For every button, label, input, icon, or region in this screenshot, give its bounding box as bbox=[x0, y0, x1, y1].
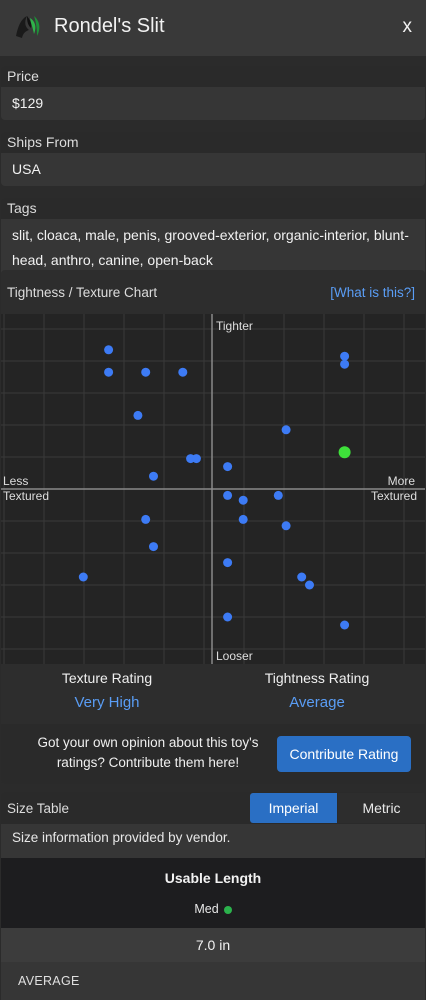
rating-point-23 bbox=[305, 580, 314, 590]
rating-point-20 bbox=[223, 558, 233, 568]
rating-point-25 bbox=[340, 620, 350, 630]
usable-length-rating: Med bbox=[1, 902, 425, 916]
size-table-header: Size Table Imperial Metric bbox=[1, 792, 425, 824]
price-value: $129 bbox=[12, 95, 44, 111]
axis-label-textured-left: Textured bbox=[3, 489, 50, 503]
texture-rating-value: Very High bbox=[74, 694, 140, 711]
dragon-logo-icon bbox=[16, 16, 40, 38]
rating-point-19 bbox=[149, 542, 158, 552]
rating-point-7 bbox=[133, 410, 143, 420]
usable-length-title: Usable Length bbox=[164, 870, 262, 886]
rating-point-10 bbox=[191, 454, 201, 464]
usable-length-rating-text: Med bbox=[194, 902, 219, 916]
contribute-rating-button[interactable]: Contribute Rating bbox=[277, 736, 411, 772]
contribute-section: Got your own opinion about this toy's ra… bbox=[1, 724, 425, 784]
tightness-rating-label: Tightness Rating bbox=[264, 670, 370, 686]
rating-point-1 bbox=[104, 345, 114, 355]
rating-point-13 bbox=[223, 490, 233, 500]
usable-length-value: 7.0 in bbox=[1, 928, 425, 962]
ships-from-section: Ships From USA bbox=[1, 132, 425, 186]
price-label: Price bbox=[1, 66, 425, 87]
rating-point-5 bbox=[340, 351, 350, 361]
price-section: Price $129 bbox=[1, 66, 425, 120]
chart-title: Tightness / Texture Chart bbox=[7, 285, 158, 300]
tab-imperial[interactable]: Imperial bbox=[250, 793, 337, 823]
modal-header: Rondel's Slit x bbox=[0, 0, 426, 56]
rating-point-17 bbox=[238, 514, 248, 524]
axis-label-tighter: Tighter bbox=[216, 319, 253, 333]
rating-point-21 bbox=[78, 572, 88, 582]
texture-rating-label: Texture Rating bbox=[61, 670, 153, 686]
average-rating-point bbox=[338, 446, 351, 459]
scatter-plot: Tighter Looser Less Textured More Textur… bbox=[1, 314, 425, 664]
scatter-plot-svg bbox=[1, 314, 425, 664]
tab-metric[interactable]: Metric bbox=[338, 793, 425, 823]
rating-point-11 bbox=[223, 462, 233, 472]
axis-label-more: More bbox=[387, 474, 415, 488]
axis-label-looser: Looser bbox=[216, 649, 253, 663]
size-table-panel: Size Table Imperial Metric Size informat… bbox=[1, 792, 425, 1000]
close-button[interactable]: x bbox=[402, 16, 413, 37]
rating-point-3 bbox=[141, 367, 151, 377]
rating-point-18 bbox=[281, 521, 291, 531]
rating-point-15 bbox=[273, 490, 283, 500]
green-dot-icon bbox=[223, 905, 232, 914]
tags-section: Tags slit, cloaca, male, penis, grooved-… bbox=[1, 198, 425, 277]
tags-label: Tags bbox=[1, 198, 425, 219]
tightness-texture-chart-panel: Tightness / Texture Chart [What is this?… bbox=[1, 270, 425, 784]
ratings-summary: Texture Rating Very High Tightness Ratin… bbox=[1, 664, 425, 724]
size-info-text: Size information provided by vendor. bbox=[12, 830, 231, 845]
ships-from-value: USA bbox=[12, 161, 41, 177]
axis-label-textured-right: Textured bbox=[370, 489, 417, 503]
rating-point-22 bbox=[297, 572, 307, 582]
rating-point-24 bbox=[223, 612, 233, 622]
axis-label-less: Less bbox=[3, 474, 29, 488]
tightness-rating-value: Average bbox=[289, 694, 345, 711]
what-is-this-link[interactable]: [What is this?] bbox=[330, 285, 415, 300]
rating-point-4 bbox=[178, 367, 188, 377]
ships-from-label: Ships From bbox=[1, 132, 425, 153]
rating-point-8 bbox=[281, 425, 291, 435]
rating-point-2 bbox=[104, 367, 114, 377]
size-table-title: Size Table bbox=[7, 801, 70, 816]
rating-point-12 bbox=[149, 471, 158, 481]
rating-point-6 bbox=[340, 359, 350, 369]
contribute-text: Got your own opinion about this toy's ra… bbox=[37, 735, 259, 770]
rating-point-14 bbox=[238, 495, 248, 505]
rating-point-16 bbox=[141, 514, 151, 524]
page-title: Rondel's Slit bbox=[54, 15, 165, 37]
chart-header: Tightness / Texture Chart [What is this?… bbox=[1, 270, 425, 314]
average-label: AVERAGE bbox=[18, 974, 80, 988]
tags-value: slit, cloaca, male, penis, grooved-exter… bbox=[12, 227, 409, 268]
usable-length-header: Usable Length Med bbox=[1, 858, 425, 928]
